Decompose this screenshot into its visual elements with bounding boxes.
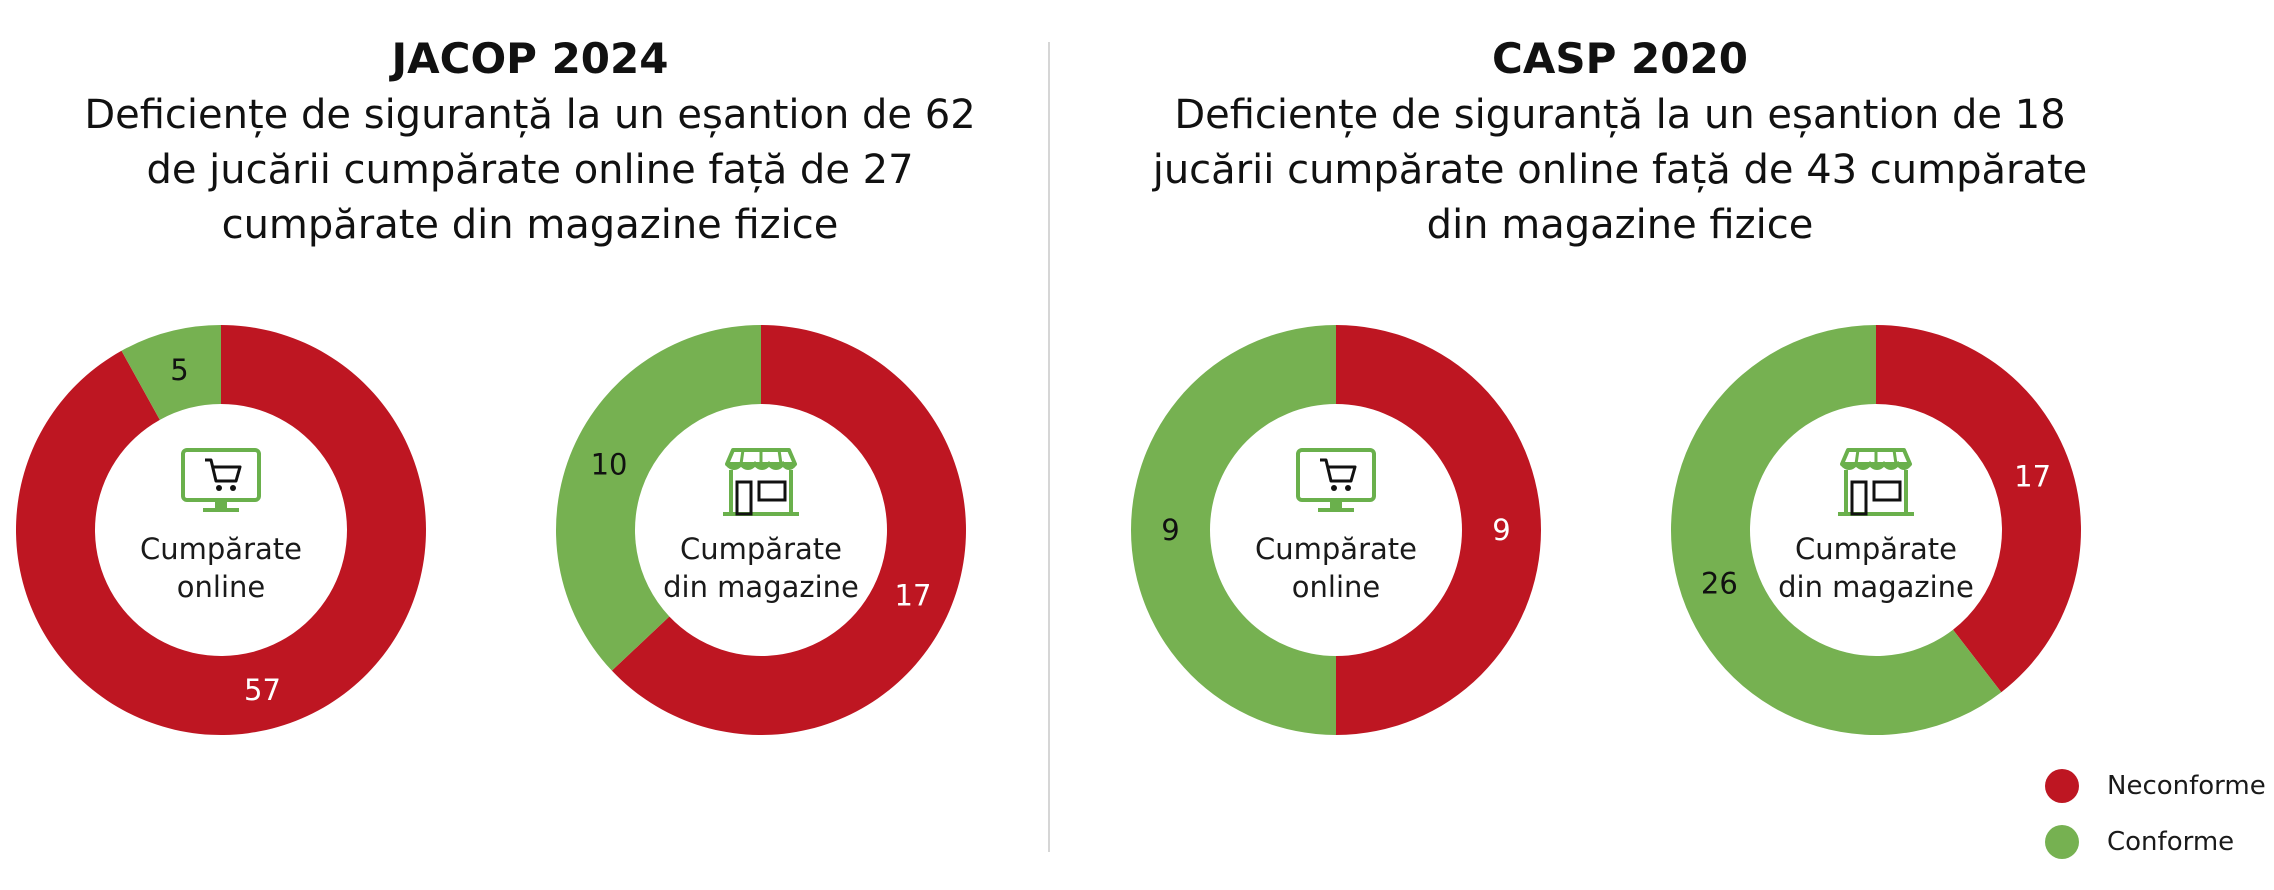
slice-value-label: 17	[895, 579, 932, 613]
slice-value-label: 57	[244, 673, 281, 707]
slice-conforme	[1671, 325, 2002, 735]
panel-heading: JACOP 2024 Deficiențe de siguranță la un…	[0, 30, 1060, 253]
store-icon	[1838, 448, 1914, 516]
donut-center-label: Cumpărate online	[1236, 530, 1436, 606]
legend: Neconforme Conforme	[2045, 758, 2266, 870]
center-label-line: Cumpărate	[1795, 532, 1957, 566]
donut-svg: 57 5	[15, 325, 427, 735]
legend-label-neconforme: Neconforme	[2107, 771, 2266, 801]
center-label-line: din magazine	[1778, 570, 1974, 604]
legend-item-conforme: Conforme	[2045, 814, 2266, 870]
panel-subtitle: Deficiențe de siguranță la un eșantion d…	[84, 92, 976, 248]
slice-value-label: 17	[2014, 460, 2051, 494]
center-label-line: Cumpărate	[1255, 532, 1417, 566]
panel-title: CASP 2020	[1492, 34, 1748, 83]
slice-value-label: 26	[1701, 566, 1738, 600]
legend-label-conforme: Conforme	[2107, 827, 2235, 857]
donut-chart-online-2020: 9 9 Cumpărate online	[1126, 320, 1546, 740]
panel-jacop-2024: JACOP 2024 Deficiențe de siguranță la un…	[0, 0, 1060, 890]
panel-heading: CASP 2020 Deficiențe de siguranță la un …	[1090, 30, 2150, 253]
legend-swatch-neconforme	[2045, 769, 2079, 803]
donut-svg: 99	[1130, 325, 1542, 735]
center-label-line: din magazine	[663, 570, 859, 604]
slice-value-label: 9	[1161, 513, 1179, 547]
panel-title: JACOP 2024	[391, 34, 669, 83]
panel-subtitle: Deficiențe de siguranță la un eșantion d…	[1152, 92, 2088, 248]
slice-conforme	[121, 325, 221, 420]
center-label-line: Cumpărate	[680, 532, 842, 566]
donut-center-label: Cumpărate online	[121, 530, 321, 606]
slice-neconforme	[15, 325, 427, 735]
slice-value-label: 9	[1492, 513, 1510, 547]
slice-neconforme	[1336, 325, 1542, 735]
donut-chart-online-2024: 57 5 Cumpărate online	[11, 320, 431, 740]
donut-chart-store-2020: 17 26 Cumpărate din magazine	[1666, 320, 2086, 740]
store-icon	[723, 448, 799, 516]
slice-neconforme	[611, 325, 966, 735]
donut-chart-store-2024: 17 10 Cumpărate din magazine	[551, 320, 971, 740]
center-label-line: online	[1291, 570, 1381, 604]
legend-item-neconforme: Neconforme	[2045, 758, 2266, 814]
donut-center-label: Cumpărate din magazine	[661, 530, 861, 606]
center-label-line: Cumpărate	[140, 532, 302, 566]
computer-cart-icon	[1296, 448, 1376, 512]
center-label-line: online	[176, 570, 266, 604]
panel-casp-2020: CASP 2020 Deficiențe de siguranță la un …	[1090, 0, 2150, 890]
legend-swatch-conforme	[2045, 825, 2079, 859]
computer-cart-icon	[181, 448, 261, 512]
divider	[1048, 42, 1050, 852]
slice-value-label: 10	[591, 447, 628, 481]
slice-value-label: 5	[170, 353, 188, 387]
slice-conforme	[556, 325, 761, 671]
slice-neconforme	[1876, 325, 2081, 693]
slice-conforme	[1130, 325, 1336, 735]
donut-center-label: Cumpărate din magazine	[1776, 530, 1976, 606]
